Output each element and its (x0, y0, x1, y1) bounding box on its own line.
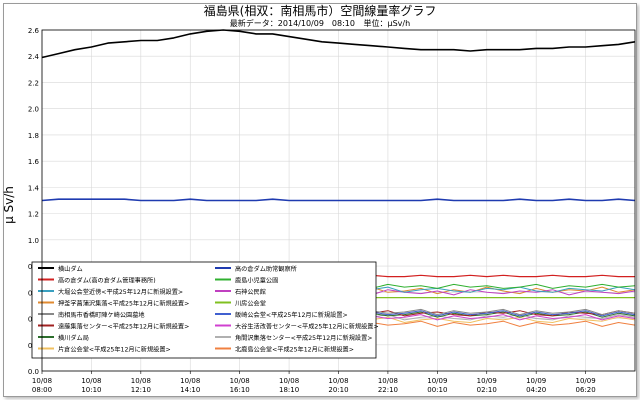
x-tick-label-date: 10/09 (427, 377, 447, 385)
y-tick-label: 1.2 (28, 211, 39, 219)
x-tick-label-date: 10/08 (279, 377, 299, 385)
legend-label: 大堀公会堂近傍<平成25年12月に新規設置> (58, 288, 183, 296)
x-tick-label-time: 16:10 (230, 386, 250, 394)
x-tick-label-time: 20:10 (328, 386, 348, 394)
x-tick-label-time: 04:20 (526, 386, 546, 394)
x-tick-label-date: 10/08 (131, 377, 151, 385)
series-line-1 (41, 198, 636, 202)
y-tick-label: 0.0 (28, 368, 39, 376)
series-line-0 (41, 29, 636, 59)
y-tick-label: 2.6 (28, 27, 40, 35)
x-tick-label-time: 00:10 (427, 386, 447, 394)
legend-label: 押釜字菖蒲沢集落<平成25年12月に新規設置> (58, 300, 189, 308)
legend-label: 片倉公会堂<平成25年12月に新規設置> (58, 346, 171, 354)
x-tick-label-time: 02:10 (477, 386, 497, 394)
last-updated-label: 最新データ：2014/10/09 08:10 (229, 19, 355, 28)
x-tick-label-date: 10/08 (328, 377, 348, 385)
x-tick-label-date: 10/09 (526, 377, 546, 385)
legend-label: 高の倉ダム助常観察所 (235, 265, 297, 273)
unit-label: 単位：μSv/h (363, 19, 411, 28)
chart-subtitle: 最新データ：2014/10/09 08:10 単位：μSv/h (0, 18, 640, 29)
x-tick-label-date: 10/08 (378, 377, 398, 385)
x-tick-label-time: 06:20 (575, 386, 595, 394)
x-tick-label-date: 10/08 (180, 377, 200, 385)
legend-label: 鹿島小児童公園 (235, 277, 278, 285)
x-tick-label-time: 08:00 (32, 386, 52, 394)
legend-label: 角間沢集落センター<平成25年12月に新規設置> (235, 334, 373, 342)
x-tick-label-time: 10:10 (81, 386, 101, 394)
legend-label: 遠藤集落センター<平成25年12月に新規設置> (58, 323, 189, 331)
legend-label: 川房公会堂 (235, 300, 266, 308)
legend-label: 石神公民館 (235, 288, 266, 296)
x-tick-label-time: 12:10 (131, 386, 151, 394)
x-tick-labels: 10/0808:0010/0810:1010/0812:1010/0814:10… (32, 377, 596, 394)
x-tick-label-date: 10/08 (32, 377, 52, 385)
x-tick-label-date: 10/09 (477, 377, 497, 385)
legend-label: 大谷生活改善センター<平成25年12月に新規設置> (235, 323, 379, 331)
plot-border (41, 29, 636, 372)
y-tick-label: 1.4 (28, 184, 40, 192)
legend-label: 横山ダム (58, 265, 83, 273)
y-axis-label: μ Sv/h (2, 186, 16, 224)
legend-box (31, 261, 377, 359)
x-tick-label-time: 14:10 (180, 386, 200, 394)
x-tick-label-date: 10/08 (230, 377, 250, 385)
legend-label: 飯崎公会堂<平成25年12月に新規設置> (235, 311, 348, 319)
legend-label: 横川ダム局 (58, 334, 89, 342)
y-tick-label: 2.2 (28, 79, 39, 87)
y-tick-label: 2.0 (28, 106, 39, 114)
legend-label: 高の倉ダム(高の倉ダム管理事務所) (58, 277, 156, 285)
y-tick-label: 1.0 (28, 237, 39, 245)
chart-title: 福島県(相双：南相馬市）空間線量率グラフ (203, 4, 437, 18)
y-tick-label: 1.6 (28, 158, 40, 166)
x-tick-label-date: 10/09 (575, 377, 595, 385)
y-tick-label: 2.4 (28, 53, 40, 61)
x-tick-label-time: 22:10 (378, 386, 398, 394)
x-tick-label-date: 10/08 (81, 377, 101, 385)
legend-label: 北鹿島公会堂<平成25年12月に新規設置> (235, 346, 354, 354)
y-tick-label: 1.8 (28, 132, 39, 140)
legend-label: 南相馬市香橋町陣ケ崎公園墓地 (58, 311, 145, 319)
x-tick-label-time: 18:10 (279, 386, 299, 394)
